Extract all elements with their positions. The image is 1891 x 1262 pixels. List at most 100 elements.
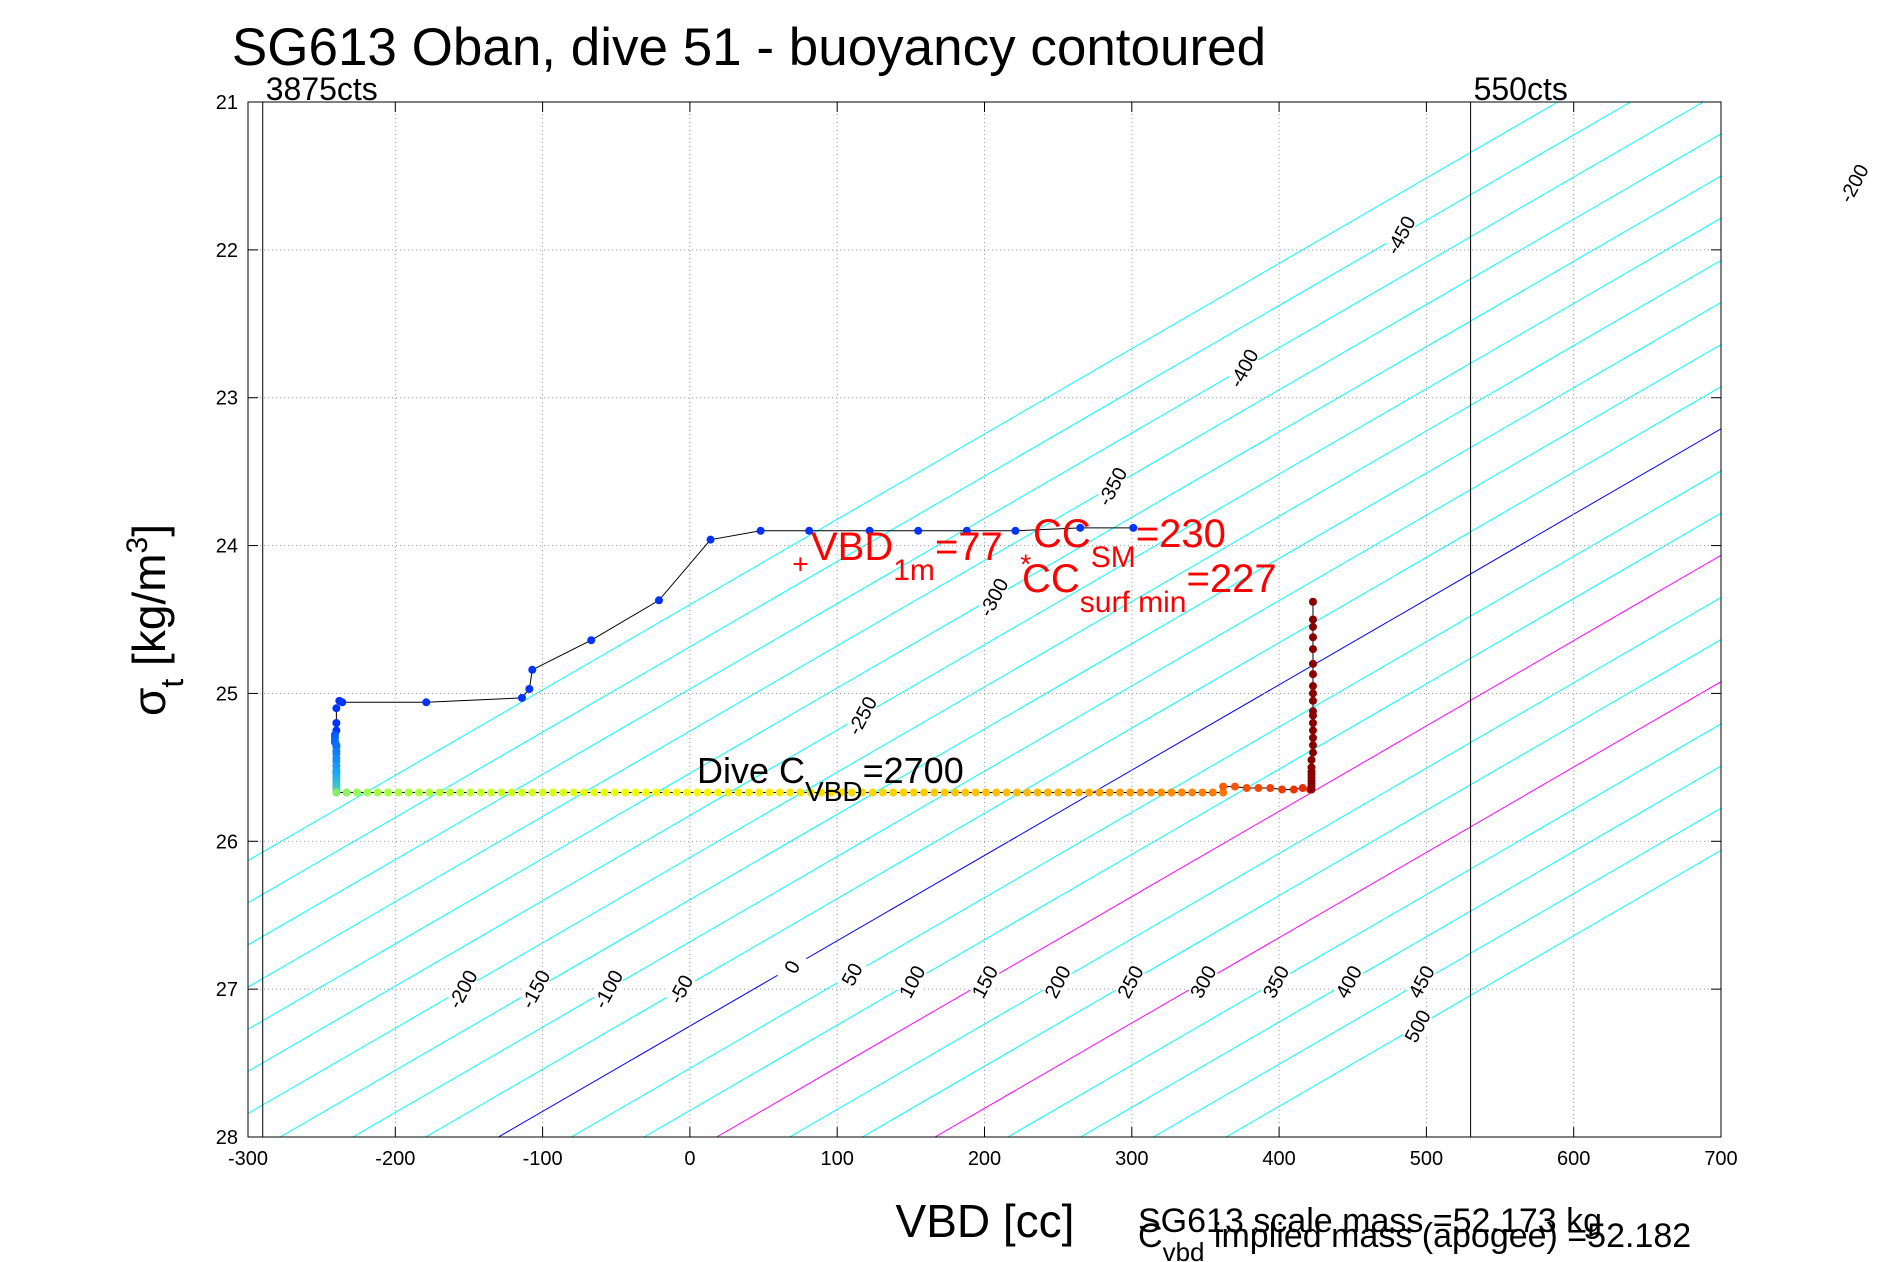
contour-line <box>248 102 1704 946</box>
data-point <box>404 788 413 797</box>
data-point <box>756 526 765 535</box>
data-point <box>992 788 1001 797</box>
y-tick-label: 27 <box>216 979 238 1001</box>
data-point <box>734 788 743 797</box>
data-point <box>672 788 681 797</box>
data-point <box>1064 788 1073 797</box>
y-tick-label: 26 <box>216 831 238 853</box>
dive-data-series <box>330 523 1317 797</box>
x-tick-label: -200 <box>375 1148 415 1170</box>
data-point <box>1074 788 1083 797</box>
contour-line <box>248 102 1558 862</box>
data-point <box>466 788 475 797</box>
data-point <box>641 788 650 797</box>
data-point <box>425 788 434 797</box>
data-point <box>1289 785 1298 794</box>
data-point <box>1266 784 1275 793</box>
data-point <box>1308 726 1317 735</box>
contour-line <box>643 512 1721 1137</box>
data-point <box>899 788 908 797</box>
point-marker: + <box>792 548 808 579</box>
contour-label-bg <box>1383 217 1418 254</box>
contour-label-bg <box>518 971 553 1008</box>
contour-label-bg <box>445 971 480 1008</box>
data-point <box>786 788 795 797</box>
y-axis-label: σt [kg/m3] <box>121 524 190 716</box>
contour-line <box>1153 807 1721 1137</box>
data-point <box>579 788 588 797</box>
data-point <box>1308 719 1317 727</box>
contour-label-bg <box>1400 1008 1435 1045</box>
cc-sm-annotation: CCSM=230 <box>1033 512 1226 574</box>
data-point <box>951 788 960 797</box>
data-point <box>600 788 609 797</box>
data-point <box>1308 689 1317 698</box>
data-point <box>1308 645 1317 654</box>
data-point <box>1136 788 1145 797</box>
y-tick-label: 28 <box>216 1127 238 1149</box>
data-point <box>1308 682 1317 691</box>
vbd-limit-label: 3875cts <box>266 71 378 107</box>
x-axis-label: VBD [cc] <box>896 1195 1075 1247</box>
data-point <box>445 788 454 797</box>
data-point <box>1308 707 1317 716</box>
contour-line <box>352 343 1721 1137</box>
data-point <box>909 788 918 797</box>
x-tick-label: 600 <box>1557 1148 1590 1170</box>
data-point <box>1188 788 1197 797</box>
contour-label-bg <box>1113 963 1148 1000</box>
data-point <box>805 526 814 535</box>
dive-cvbd-annotation: Dive CVBD=2700 <box>697 750 964 807</box>
data-point <box>1085 788 1094 797</box>
vbd-limit-lines: 3875cts 550cts <box>262 71 1568 1137</box>
y-tick-label: 23 <box>216 388 238 410</box>
data-point <box>1002 788 1011 797</box>
data-point <box>1308 659 1317 668</box>
contour-line <box>861 639 1721 1137</box>
data-point <box>487 788 496 797</box>
data-point <box>1308 633 1317 642</box>
data-point <box>1307 755 1316 764</box>
data-point <box>971 788 980 797</box>
contour-label-bg <box>844 697 880 734</box>
data-point <box>621 788 630 797</box>
data-point <box>1076 523 1085 532</box>
data-point <box>610 788 619 797</box>
data-point <box>796 788 805 797</box>
data-point <box>1167 788 1176 797</box>
data-point <box>1054 788 1063 797</box>
data-point <box>517 693 526 702</box>
x-tick-label: 500 <box>1410 1148 1443 1170</box>
point-markers: + * <box>792 548 1031 579</box>
data-point <box>1308 597 1317 606</box>
data-point <box>1023 788 1032 797</box>
x-tick-label: -300 <box>228 1148 268 1170</box>
data-point <box>1308 615 1317 624</box>
data-point <box>706 535 715 544</box>
data-point <box>1278 785 1287 794</box>
contour-line <box>425 386 1721 1137</box>
y-tick-label: 21 <box>216 92 238 114</box>
implied-mass-note: Cvbd implied mass (apogee) =52.182 <box>1138 1217 1691 1262</box>
data-point <box>1308 622 1317 631</box>
data-point <box>1307 763 1316 772</box>
data-point <box>528 665 537 674</box>
data-point <box>662 788 671 797</box>
data-point <box>755 788 764 797</box>
contour-label-bg <box>976 579 1011 616</box>
data-point <box>827 788 836 797</box>
contour-line <box>570 470 1721 1137</box>
vbd-1m-annotation: VBD1m=77 <box>811 525 1003 587</box>
contour-label-bg <box>1331 963 1366 1000</box>
data-point <box>456 788 465 797</box>
contour-line <box>248 217 1721 1072</box>
data-point <box>1012 788 1021 797</box>
data-point <box>517 788 526 797</box>
data-point <box>373 788 382 797</box>
data-point <box>889 788 898 797</box>
data-point <box>816 788 825 797</box>
y-tick-label: 25 <box>216 683 238 705</box>
x-tick-label: 400 <box>1262 1148 1295 1170</box>
data-point <box>1095 788 1104 797</box>
data-point <box>1126 788 1135 797</box>
